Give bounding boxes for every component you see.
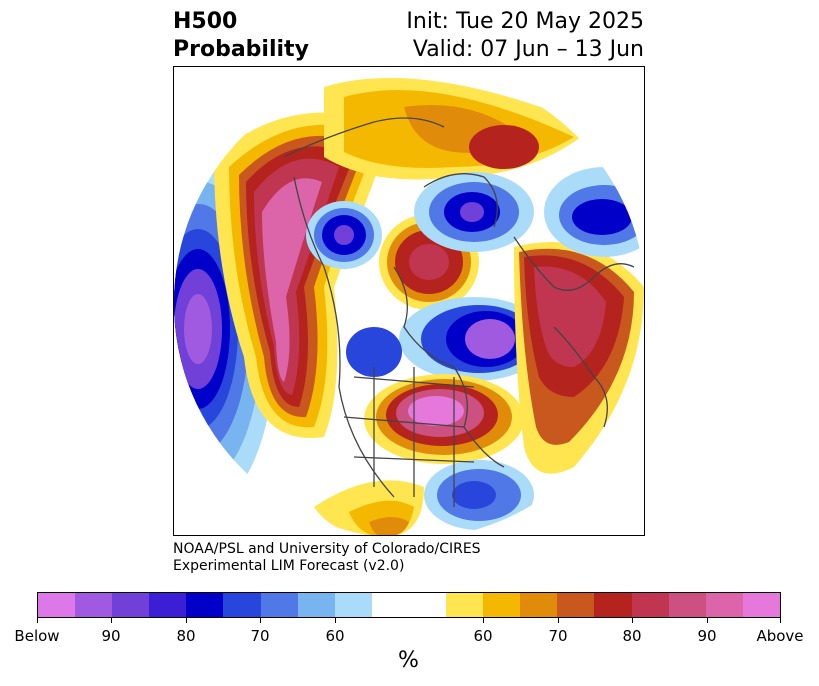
init-date: Init: Tue 20 May 2025 [406,9,644,34]
colorbar-swatch-12 [483,593,521,617]
colorbar-swatch-9 [371,593,409,617]
tick-label-above-60: 60 [473,627,493,645]
variable-label: H500 [173,9,238,34]
coastlines [283,117,635,507]
valid-range: Valid: 07 Jun – 13 Jun [412,37,644,62]
colorbar-swatch-1 [75,593,113,617]
arctic-above-band [324,78,594,180]
tickmark-4 [335,618,336,623]
tick-label-above-70: 70 [548,627,568,645]
tick-label-below-80: 80 [176,627,196,645]
colorbar-swatch-0 [38,593,76,617]
credit-line-2: Experimental LIM Forecast (v2.0) [173,558,405,574]
credit-line-1: NOAA/PSL and University of Colorado/CIRE… [173,541,481,557]
forecast-map-svg [174,67,644,535]
tick-label-above-90: 90 [697,627,717,645]
colorbar-swatch-11 [446,593,484,617]
tick-label-above: Above [756,627,804,645]
tick-label-below-70: 70 [250,627,270,645]
north-atlantic-below-anomaly [424,460,534,530]
tickmark-7 [632,618,633,623]
colorbar-unit: % [398,648,419,673]
colorbar-swatch-3 [149,593,187,617]
forecast-map [173,66,645,536]
colorbar-swatch-17 [668,593,706,617]
tick-label-below-90: 90 [101,627,121,645]
colorbar-swatch-4 [186,593,224,617]
colorbar-swatch-19 [742,593,780,617]
tickmark-6 [558,618,559,623]
credit-text: NOAA/PSL and University of Colorado/CIRE… [173,541,481,575]
mexico-above-anomaly [314,480,424,535]
europe-above-anomaly [514,242,644,474]
tick-label-below: Below [14,627,60,645]
colorbar-swatch-15 [594,593,632,617]
greenland-below-anomaly [346,297,549,381]
colorbar [37,592,781,618]
tickmark-2 [186,618,187,623]
title-right: Init: Tue 20 May 2025 Valid: 07 Jun – 13… [406,8,644,64]
northeast-us-above-anomaly [364,374,524,464]
colorbar-swatch-5 [223,593,261,617]
colorbar-swatch-14 [557,593,595,617]
colorbar-swatch-2 [112,593,150,617]
colorbar-swatch-13 [520,593,558,617]
tickmark-1 [111,618,112,623]
tickmark-0 [37,618,38,623]
colorbar-swatch-18 [705,593,743,617]
colorbar-swatch-8 [334,593,372,617]
colorbar-swatch-10 [408,593,447,617]
tickmark-3 [260,618,261,623]
title-left: H500 Probability [173,8,309,64]
colorbar-swatch-6 [260,593,298,617]
product-label: Probability [173,37,309,62]
tickmark-8 [707,618,708,623]
tick-label-above-80: 80 [622,627,642,645]
tickmark-5 [483,618,484,623]
tick-label-below-60: 60 [325,627,345,645]
alaska-below-anomaly [306,201,382,269]
colorbar-swatch-7 [297,593,335,617]
colorbar-swatch-16 [631,593,669,617]
tickmark-9 [780,618,781,623]
